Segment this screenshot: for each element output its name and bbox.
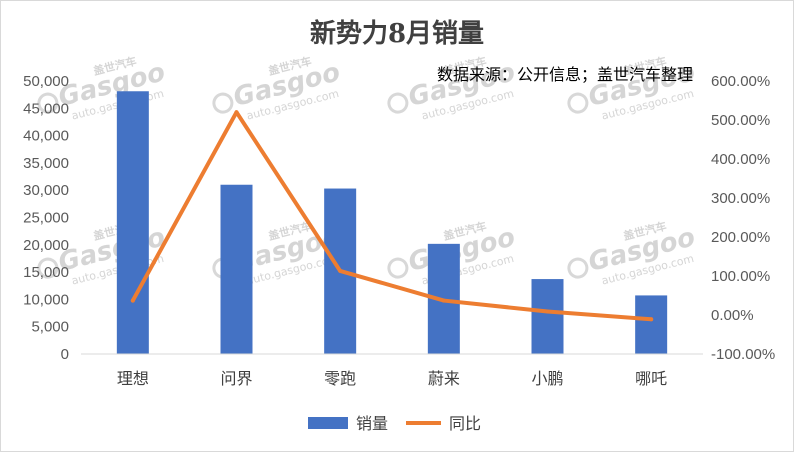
- line-point-问界: [234, 110, 239, 115]
- bar-小鹏: [531, 279, 564, 354]
- x-tick-label: 零跑: [324, 369, 356, 388]
- data-source: 数据来源：公开信息；盖世汽车整理: [436, 65, 693, 84]
- bar-问界: [220, 184, 253, 354]
- x-tick-label: 蔚来: [428, 369, 460, 388]
- watermark-logo-icon: [567, 257, 589, 279]
- legend-swatch-bar: [308, 417, 348, 429]
- bar-理想: [116, 91, 149, 355]
- bar-哪吒: [635, 295, 668, 354]
- y-left-tick-label: 50,000: [23, 73, 69, 90]
- watermark-logo-icon: [37, 92, 59, 114]
- y-right-tick-label: 300.00%: [711, 190, 770, 207]
- y-right-tick-label: 100.00%: [711, 268, 770, 285]
- legend-label-line: 同比: [449, 414, 481, 433]
- legend-label-bar: 销量: [356, 414, 388, 433]
- y-right-tick-label: 500.00%: [711, 112, 770, 129]
- y-left-tick-label: 5,000: [31, 319, 69, 336]
- y-left-tick-label: 35,000: [23, 155, 69, 172]
- y-left-tick-label: 15,000: [23, 264, 69, 281]
- x-tick-label: 哪吒: [635, 369, 667, 388]
- y-left-tick-label: 40,000: [23, 128, 69, 145]
- watermark-logo-icon: [387, 92, 409, 114]
- line-point-蔚来: [441, 298, 446, 303]
- y-left-tick-label: 10,000: [23, 291, 69, 308]
- y-right-tick-label: 600.00%: [711, 73, 770, 90]
- y-right-tick-label: 200.00%: [711, 229, 770, 246]
- y-right-tick-label: 400.00%: [711, 151, 770, 168]
- line-point-理想: [130, 298, 135, 303]
- y-left-tick-label: 20,000: [23, 237, 69, 254]
- y-left-tick-label: 25,000: [23, 210, 69, 227]
- chart-title: 新势力8月销量: [309, 19, 485, 49]
- x-tick-label: 小鹏: [531, 369, 563, 388]
- line-series-同比: [130, 110, 654, 322]
- line-point-哪吒: [649, 317, 654, 322]
- y-right-tick-label: 0.00%: [711, 307, 754, 324]
- line-point-零跑: [338, 268, 343, 273]
- watermark-logo-icon: [212, 92, 234, 114]
- watermark-logo-icon: [37, 257, 59, 279]
- line-point-小鹏: [545, 309, 550, 314]
- x-tick-label: 理想: [117, 369, 149, 388]
- y-left-tick-label: 30,000: [23, 182, 69, 199]
- x-tick-label: 问界: [220, 369, 252, 388]
- y-left-tick-label: 45,000: [23, 100, 69, 117]
- watermark-logo-icon: [567, 92, 589, 114]
- y-left-tick-label: 0: [61, 346, 69, 363]
- y-right-tick-label: -100.00%: [711, 346, 775, 363]
- watermark-logo-icon: [387, 257, 409, 279]
